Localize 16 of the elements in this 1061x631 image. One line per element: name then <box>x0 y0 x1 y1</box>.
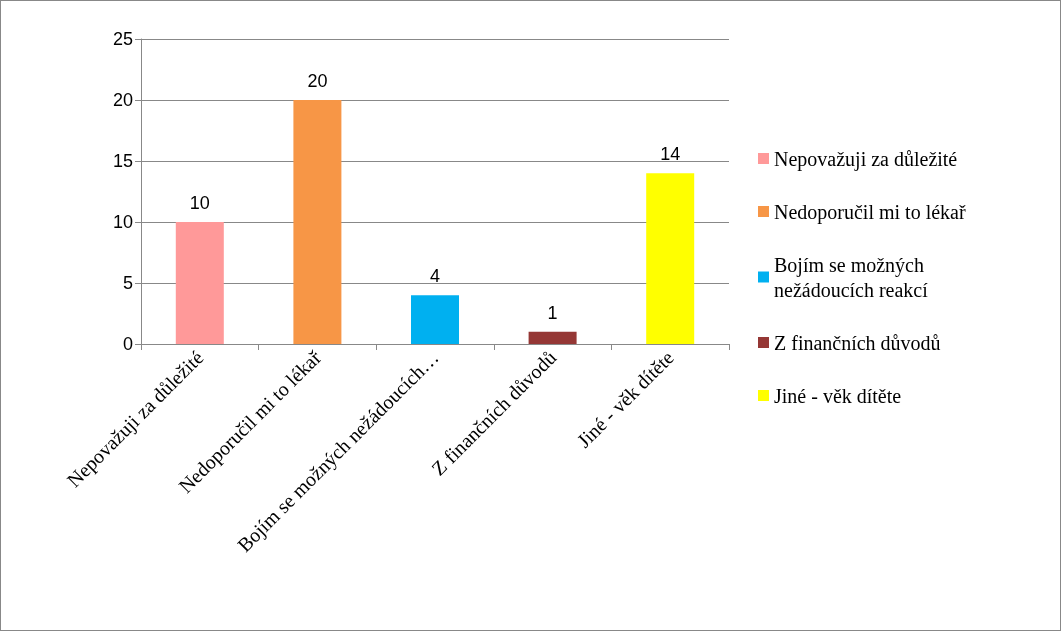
y-tick-label: 10 <box>112 212 133 232</box>
y-tick-label: 5 <box>122 273 133 293</box>
legend-label: Nepovažuji za důležité <box>774 147 958 171</box>
y-tick-label: 0 <box>122 334 133 354</box>
legend-label: Nedoporučil mi to lékař <box>774 200 966 224</box>
y-tick-label: 25 <box>112 29 133 49</box>
data-label: 1 <box>547 302 558 323</box>
data-label: 20 <box>307 71 328 91</box>
y-tick-label: 20 <box>112 90 133 110</box>
data-label: 4 <box>429 266 441 287</box>
data-label: 14 <box>660 144 681 165</box>
legend-label: Jiné - věk dítěte <box>774 384 902 407</box>
legend-label: Bojím se možných nežádoucích reakcí <box>774 253 929 301</box>
y-tick-label: 15 <box>112 151 133 171</box>
legend-label: Z finančních důvodů <box>774 331 941 354</box>
data-label: 10 <box>189 193 210 213</box>
